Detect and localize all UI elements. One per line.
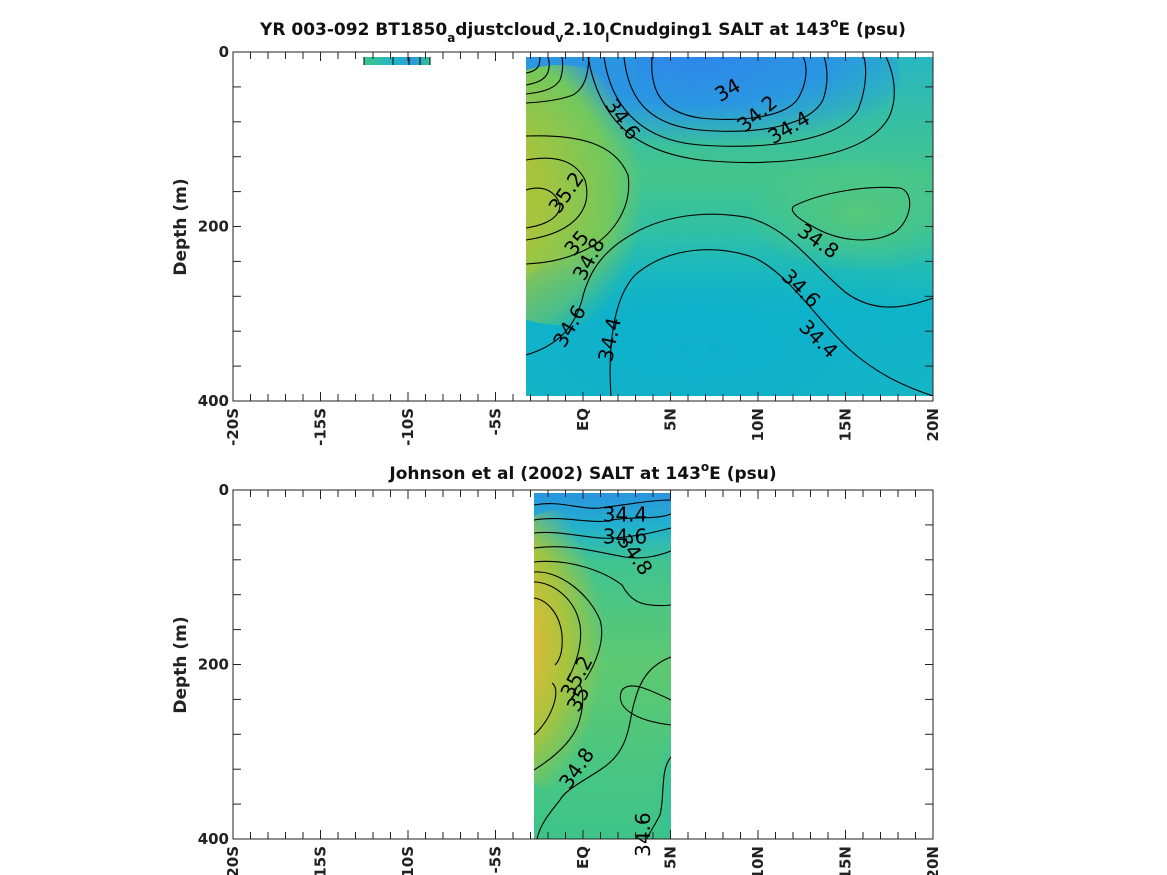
x-tick-label: -15S xyxy=(312,846,330,875)
x-tick-label: 10N xyxy=(749,408,767,441)
x-tick-label: 20N xyxy=(924,408,942,441)
panel1-contours xyxy=(526,57,933,396)
panel1-ylabel: Depth (m) xyxy=(171,178,191,275)
panel2-ylabel: Depth (m) xyxy=(171,616,191,713)
x-tick-label: -20S xyxy=(224,846,242,875)
x-tick-label: 5N xyxy=(662,408,680,431)
panel1-field xyxy=(526,57,933,396)
contour-label: 34.6 xyxy=(631,812,655,857)
y-tick-label: 200 xyxy=(198,656,229,674)
contour-label: 34.6 xyxy=(603,524,648,548)
x-tick-label: -15S xyxy=(312,408,330,446)
x-tick-label: -5S xyxy=(487,846,505,873)
panel1-y-ticks: 0 200 400 xyxy=(198,43,933,410)
panel2-contours xyxy=(534,499,671,839)
x-tick-label: EQ xyxy=(574,846,592,869)
panel2-y-ticks: 0 200 400 xyxy=(198,481,933,848)
panel2-title: Johnson et al (2002) SALT at 143oE (psu) xyxy=(388,460,776,484)
y-tick-label: 200 xyxy=(198,218,229,236)
x-tick-label: -5S xyxy=(487,408,505,435)
x-tick-label: 10N xyxy=(749,846,767,875)
panel1-strip xyxy=(364,57,430,65)
x-tick-label: -20S xyxy=(224,408,242,446)
y-tick-label: 400 xyxy=(198,392,229,410)
panel2-x-ticks: -20S -15S -10S -5S EQ 5N 10N 15N 20N xyxy=(224,490,942,875)
x-tick-label: 15N xyxy=(837,408,855,441)
x-tick-label: 20N xyxy=(924,846,942,875)
panel1-x-ticks: -20S -15S -10S -5S EQ 5N 10N 15N 20N xyxy=(224,52,942,446)
y-tick-label: 0 xyxy=(219,43,229,61)
x-tick-label: 5N xyxy=(662,846,680,869)
x-tick-label: -10S xyxy=(399,846,417,875)
contour-label: 34.4 xyxy=(603,503,648,527)
x-tick-label: -10S xyxy=(399,408,417,446)
panel1-title: YR 003-092 BT1850adjustcloudv2.10lCnudgi… xyxy=(259,16,906,45)
x-tick-label: EQ xyxy=(574,408,592,431)
x-tick-label: 15N xyxy=(837,846,855,875)
y-tick-label: 400 xyxy=(198,830,229,848)
y-tick-label: 0 xyxy=(219,481,229,499)
panel2-field xyxy=(534,493,671,839)
